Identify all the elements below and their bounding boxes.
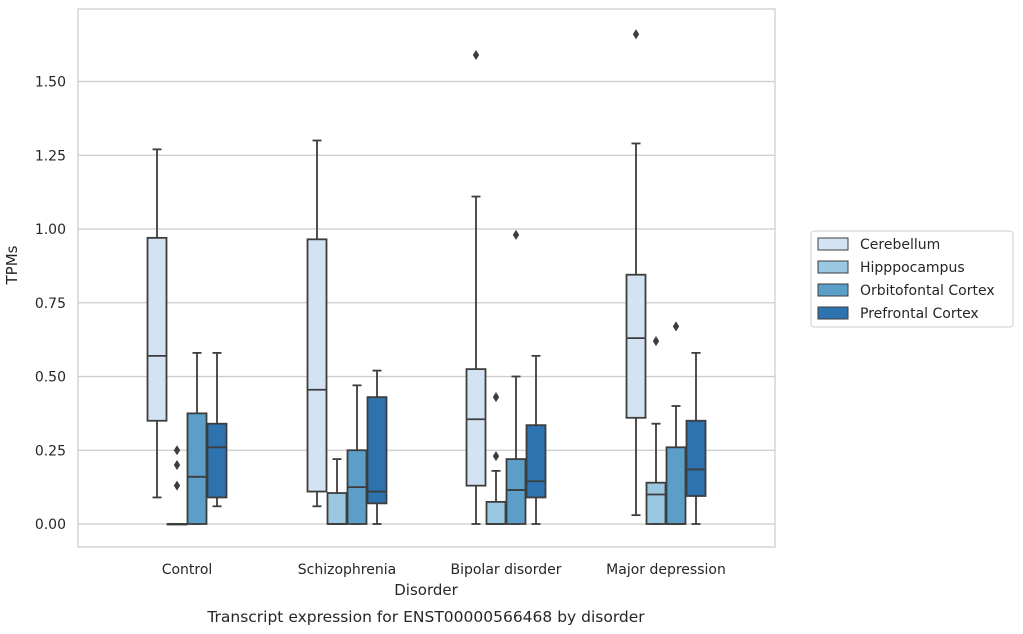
box-iqr [186,412,208,525]
legend-frame [810,230,1014,328]
box-iqr [685,419,707,497]
x-tick-label: Bipolar disorder [450,562,561,578]
box-orbitofontal-cortex-0 [186,351,208,525]
outlier-point [672,321,680,332]
legend-swatch [817,306,849,320]
box-hipppocampus-2 [485,392,507,525]
box-hipppocampus-3 [645,336,667,525]
box-iqr [306,238,328,493]
outlier-point [173,460,181,470]
outlier-point [652,336,660,347]
y-tick-label: 0.25 [35,443,66,459]
legend-label: Prefrontal Cortex [860,306,979,322]
y-tick-label: 1.00 [35,222,66,238]
box-iqr [625,273,647,419]
box-hipppocampus-1 [326,458,348,525]
box-cerebellum-2 [465,49,487,525]
x-axis-tick-labels: Control Schizophrenia Bipolar disorder Majo… [162,562,726,578]
outlier-point [173,445,181,456]
box-prefrontal-cortex-1 [366,369,388,525]
y-tick-label: 0.75 [35,296,66,312]
box-iqr [366,396,388,505]
outlier-point [512,229,520,240]
box-orbitofontal-cortex-2 [505,229,527,525]
x-axis-title: Disorder [394,581,458,599]
box-iqr [665,446,687,525]
x-tick-label: Control [162,562,213,578]
box-prefrontal-cortex-0 [206,351,228,508]
box-iqr [525,424,547,499]
outlier-point [492,451,500,462]
legend-swatch [817,283,849,297]
outlier-point [173,480,181,491]
chart-caption: Transcript expression for ENST0000056646… [206,608,645,626]
legend-swatch [817,237,849,251]
y-tick-label: 1.25 [35,148,66,164]
outlier-point [492,392,500,403]
outlier-point [472,49,480,60]
legend-label: Hipppocampus [860,260,965,276]
box-iqr [465,368,487,487]
box-iqr [485,500,507,525]
box-iqr [326,492,348,525]
box-cerebellum-1 [306,139,328,508]
box-orbitofontal-cortex-3 [665,321,687,525]
y-tick-label: 1.50 [35,75,66,91]
legend-label: Orbitofontal Cortex [860,283,995,299]
box-iqr [206,422,228,499]
y-axis-title: TPMs [3,245,21,285]
outlier-point [632,29,640,40]
box-iqr [505,458,527,525]
y-tick-label: 0.00 [35,517,66,533]
box-prefrontal-cortex-3 [685,351,707,525]
legend: Cerebellum Hipppocampus Orbitofontal Corte… [810,230,1014,328]
box-hipppocampus-0 [166,445,188,526]
y-tick-label: 0.50 [35,370,66,386]
box-iqr [645,481,667,525]
y-axis-tick-labels: 0.00 0.25 0.50 0.75 1.00 1.25 1.50 [35,75,66,534]
box-plot-series [146,29,707,526]
x-tick-label: Schizophrenia [298,562,396,578]
box-cerebellum-3 [625,29,647,517]
x-tick-label: Major depression [606,562,726,578]
plot-frame [77,8,776,548]
box-iqr [146,236,168,422]
legend-swatch [817,260,849,274]
box-orbitofontal-cortex-1 [346,384,368,525]
box-cerebellum-0 [146,148,168,499]
box-prefrontal-cortex-2 [525,354,547,525]
legend-label: Cerebellum [860,237,940,253]
